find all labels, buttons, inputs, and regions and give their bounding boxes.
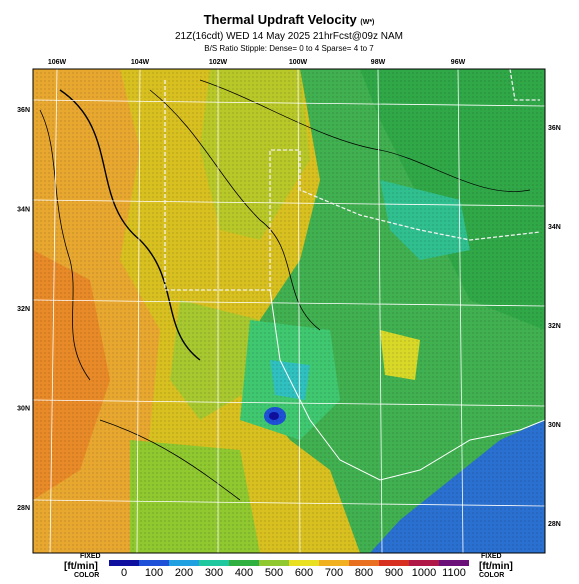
colorbar-segment: [109, 560, 139, 566]
colorbar-tick-label: 1000: [412, 567, 436, 579]
colorbar-tick-label: 200: [175, 567, 193, 579]
colorbar-segment: [439, 560, 469, 566]
colorbar-tick-label: 500: [265, 567, 283, 579]
colorbar-tick-label: 800: [355, 567, 373, 579]
colorbar-segment: [379, 560, 409, 566]
colorbar: 0 100 200 300 400 500 600 700 800 900 1000 1100: [109, 560, 469, 579]
title-unit: (W*): [360, 19, 374, 26]
lon-label: 104W: [131, 59, 150, 66]
legend-fixed: FIXED: [481, 553, 502, 560]
lon-label: 100W: [289, 59, 308, 66]
colorbar-segment: [229, 560, 259, 566]
legend-fixed: FIXED: [80, 553, 101, 560]
lat-label: 34N: [548, 224, 561, 231]
colorbar-segment: [409, 560, 439, 566]
colorbar-tick-label: 900: [385, 567, 403, 579]
lon-labels: 106W 104W 102W 100W 98W 96W: [48, 59, 466, 66]
lat-label: 28N: [17, 505, 30, 512]
legend-unit: [ft/min]: [64, 561, 98, 572]
colorbar-segment: [169, 560, 199, 566]
map-field: [33, 69, 545, 553]
colorbar-tick-label: 700: [325, 567, 343, 579]
colorbar-segment: [199, 560, 229, 566]
legend-color: COLOR: [479, 572, 504, 579]
legend-left: FIXED [ft/min] COLOR: [64, 553, 101, 579]
legend-right: FIXED [ft/min] COLOR: [479, 553, 513, 579]
lat-label: 36N: [17, 107, 30, 114]
colorbar-segment: [139, 560, 169, 566]
colorbar-tick-label: 600: [295, 567, 313, 579]
title-text: Thermal Updraft Velocity: [204, 12, 358, 27]
colorbar-tick-label: 1100: [442, 567, 466, 579]
colorbar-tick-label: 300: [205, 567, 223, 579]
lat-label: 36N: [548, 125, 561, 132]
lon-label: 98W: [371, 59, 386, 66]
legend-unit: [ft/min]: [479, 561, 513, 572]
colorbar-tick-label: 100: [145, 567, 163, 579]
colorbar-segment: [259, 560, 289, 566]
lat-label: 30N: [17, 406, 30, 413]
note: B/S Ratio Stipple: Dense= 0 to 4 Sparse=…: [204, 44, 374, 53]
lat-label: 32N: [17, 306, 30, 313]
subtitle: 21Z(16cdt) WED 14 May 2025 21hrFcst@09z …: [175, 31, 403, 42]
lat-label: 28N: [548, 521, 561, 528]
colorbar-segment: [349, 560, 379, 566]
legend-color: COLOR: [74, 572, 99, 579]
colorbar-segment: [289, 560, 319, 566]
lat-label: 34N: [17, 207, 30, 214]
lat-labels: 36N 34N 32N 30N 28N 36N 34N 32N 30N 28N: [17, 107, 561, 528]
lat-label: 32N: [548, 323, 561, 330]
lat-label: 30N: [548, 422, 561, 429]
colorbar-tick-label: 400: [235, 567, 253, 579]
colorbar-segment: [319, 560, 349, 566]
lon-label: 102W: [209, 59, 228, 66]
lon-label: 106W: [48, 59, 67, 66]
lon-label: 96W: [451, 59, 466, 66]
colorbar-tick-label: 0: [121, 567, 127, 579]
map-frame: [32, 68, 546, 554]
title: Thermal Updraft Velocity (W*): [204, 12, 375, 27]
